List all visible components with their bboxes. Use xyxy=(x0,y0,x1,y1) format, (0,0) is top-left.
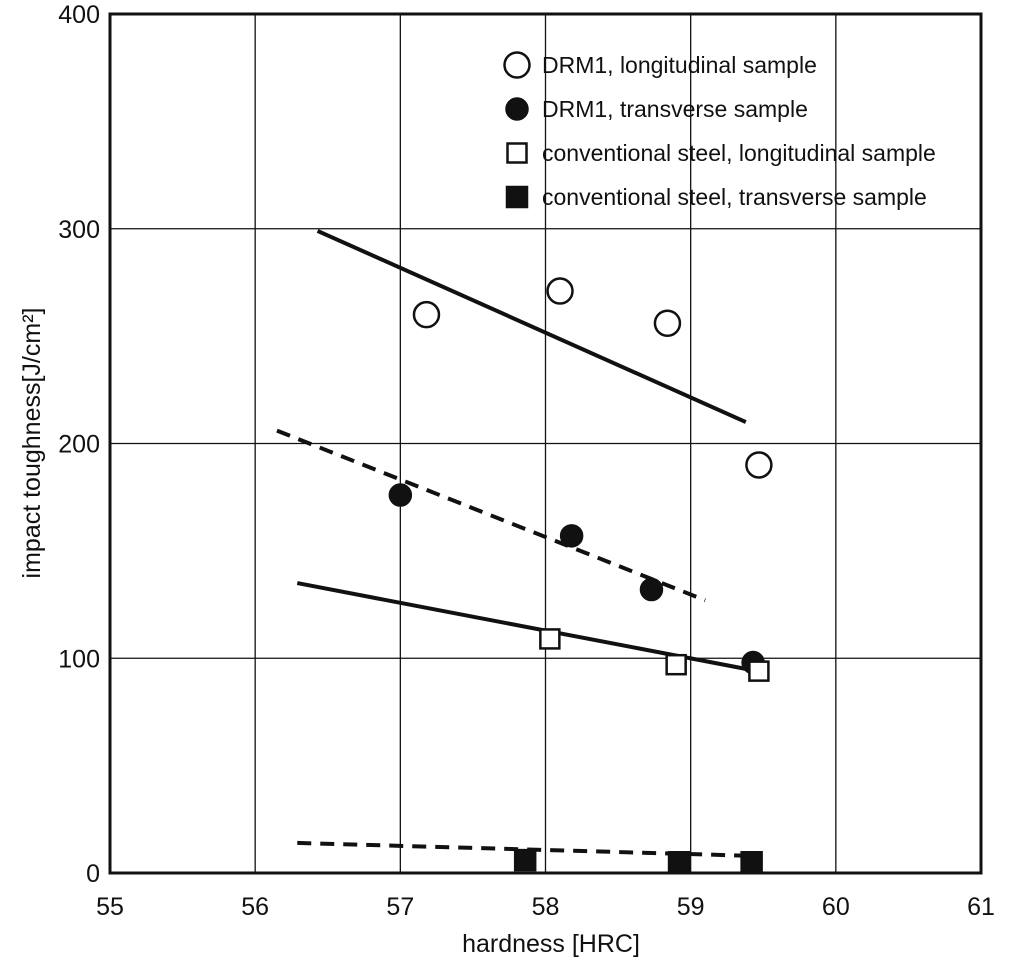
legend-marker-drm1-transverse-sample xyxy=(505,97,529,121)
point-conventional-steel-transverse-sample-3 xyxy=(740,851,763,874)
legend-label-drm1-longitudinal-sample: DRM1, longitudinal sample xyxy=(542,52,817,78)
x-tick-label: 58 xyxy=(532,893,560,921)
legend-marker-conventional-steel-transverse-sample xyxy=(505,185,529,209)
legend-marker-drm1-longitudinal-sample xyxy=(503,51,531,79)
point-conventional-steel-transverse-sample-1 xyxy=(513,848,537,872)
plot-frame xyxy=(108,12,983,875)
point-conventional-steel-longitudinal-sample-1 xyxy=(539,628,561,650)
legend-marker-conventional-steel-longitudinal-sample xyxy=(506,142,528,164)
y-tick-label: 100 xyxy=(58,645,100,673)
legend-label-drm1-transverse-sample: DRM1, transverse sample xyxy=(542,96,808,122)
x-tick-labels: 55 56 57 58 59 60 61 xyxy=(96,893,995,921)
point-drm1-longitudinal-sample-2 xyxy=(546,277,574,305)
point-conventional-steel-longitudinal-sample-2 xyxy=(665,653,687,676)
point-drm1-transverse-sample-3 xyxy=(639,577,664,602)
trendline-drm1-longitudinal-sample xyxy=(316,229,747,424)
y-tick-label: 300 xyxy=(58,216,100,244)
data-markers xyxy=(388,277,773,874)
y-axis-title: impact toughness[J/cm²] xyxy=(18,308,46,579)
x-tick-label: 59 xyxy=(677,893,705,921)
x-tick-label: 61 xyxy=(967,893,995,921)
legend-label-conventional-steel-longitudinal-sample: conventional steel, longitudinal sample xyxy=(542,140,936,166)
grid-lines xyxy=(110,14,981,873)
point-conventional-steel-transverse-sample-2 xyxy=(667,851,691,874)
y-tick-label: 400 xyxy=(58,1,100,29)
trendline-drm1-transverse-sample xyxy=(276,428,706,603)
legend: DRM1, longitudinal sample DRM1, transvers… xyxy=(503,51,936,210)
y-tick-labels: 0 100 200 300 400 xyxy=(58,1,100,888)
x-tick-label: 60 xyxy=(822,893,850,921)
x-tick-label: 55 xyxy=(96,893,124,921)
y-tick-label: 0 xyxy=(86,860,100,888)
point-drm1-longitudinal-sample-4 xyxy=(745,451,773,479)
y-tick-label: 200 xyxy=(58,431,100,459)
point-drm1-transverse-sample-2 xyxy=(559,524,584,548)
x-axis-title: hardness [HRC] xyxy=(462,930,640,958)
point-conventional-steel-longitudinal-sample-3 xyxy=(748,660,770,682)
point-drm1-transverse-sample-1 xyxy=(388,483,413,507)
point-drm1-longitudinal-sample-3 xyxy=(653,309,682,337)
point-drm1-longitudinal-sample-1 xyxy=(412,300,441,329)
x-tick-label: 56 xyxy=(241,893,269,921)
legend-label-conventional-steel-transverse-sample: conventional steel, transverse sample xyxy=(542,184,927,210)
x-tick-label: 57 xyxy=(386,893,414,921)
